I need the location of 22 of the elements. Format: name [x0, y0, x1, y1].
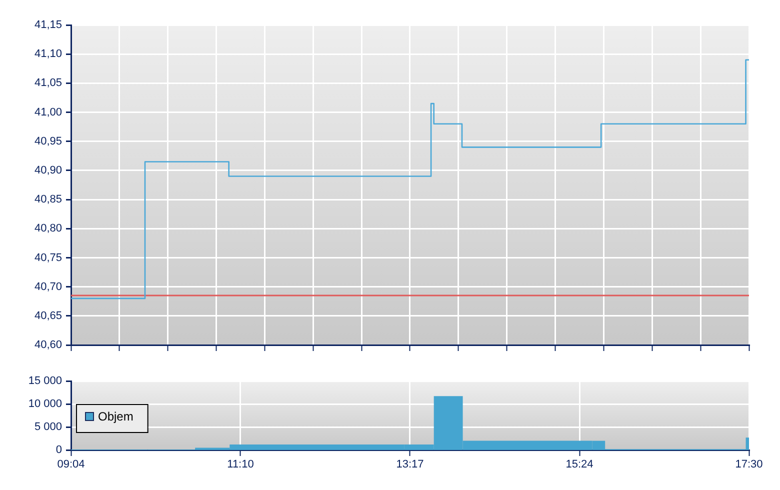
y-tick-label: 40,85	[34, 194, 62, 206]
x-tick-label: 11:10	[227, 458, 254, 471]
y-tick-label: 41,10	[34, 48, 62, 60]
y-tick-label: 0	[56, 444, 62, 456]
legend-label: Objem	[98, 409, 134, 424]
x-tick-label: 09:04	[57, 458, 85, 471]
y-tick-label: 40,60	[34, 339, 62, 352]
y-tick-label: 41,05	[34, 77, 62, 90]
y-tick-label: 41,15	[34, 19, 62, 32]
y-tick-label: 10 000	[28, 398, 62, 410]
y-tick-label: 40,70	[34, 280, 62, 293]
y-tick-label: 40,75	[34, 252, 62, 264]
y-tick-label: 15 000	[28, 375, 62, 388]
y-tick-label: 5 000	[34, 421, 62, 434]
y-tick-label: 41,00	[34, 106, 62, 118]
x-tick-label: 15:24	[566, 458, 594, 471]
y-tick-label: 40,90	[34, 164, 62, 176]
x-tick-label: 13:17	[396, 458, 424, 471]
y-tick-label: 40,65	[34, 310, 62, 322]
y-tick-label: 40,80	[34, 222, 62, 235]
y-tick-label: 40,95	[34, 135, 62, 148]
x-tick-label: 17:30	[735, 458, 763, 471]
